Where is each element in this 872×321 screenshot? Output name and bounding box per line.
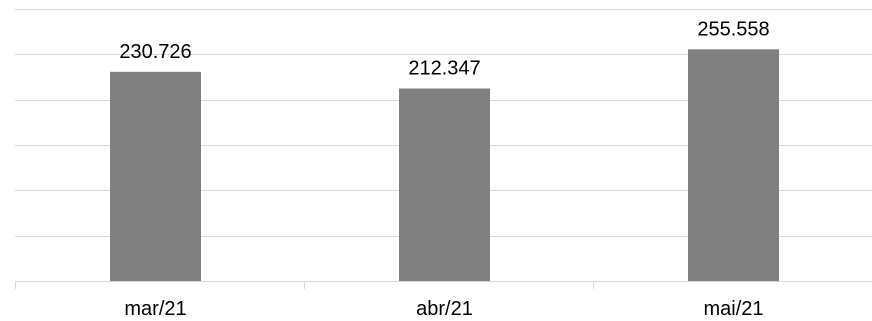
category-label: mar/21 xyxy=(124,298,186,320)
bar-mai-21 xyxy=(688,49,779,281)
category-label: mai/21 xyxy=(703,298,763,320)
category-labels: mar/21 abr/21 mai/21 xyxy=(124,298,763,320)
bar-abr-21 xyxy=(399,88,490,281)
data-label: 230.726 xyxy=(119,41,191,63)
data-label: 255.558 xyxy=(697,18,769,40)
data-label: 212.347 xyxy=(408,58,480,80)
data-labels: 230.726 212.347 255.558 xyxy=(119,18,769,79)
bar-mar-21 xyxy=(110,71,201,281)
category-label: abr/21 xyxy=(416,298,473,320)
bars xyxy=(110,49,779,281)
x-axis xyxy=(15,281,872,289)
